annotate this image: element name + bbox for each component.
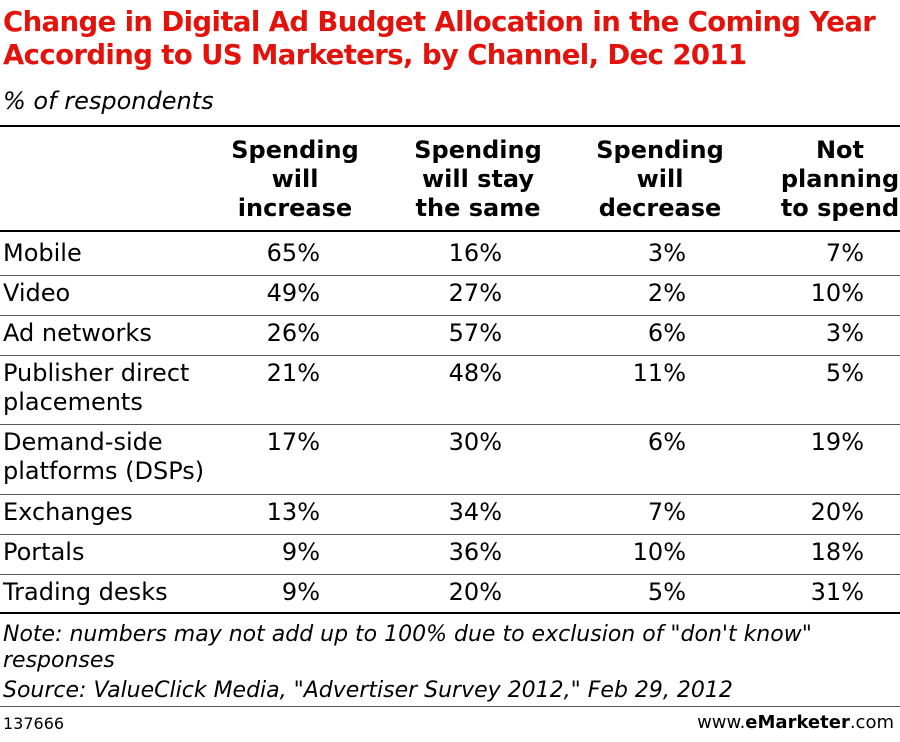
row-divider bbox=[0, 494, 900, 495]
table-cell: 36% bbox=[448, 538, 502, 566]
table-row: Portals 9% 36% 10% 18% bbox=[0, 538, 900, 578]
row-label: Demand-side platforms (DSPs) bbox=[3, 428, 205, 485]
table-note: Note: numbers may not add up to 100% due… bbox=[3, 622, 812, 673]
table-cell: 30% bbox=[448, 428, 502, 456]
table-row: Video 49% 27% 2% 10% bbox=[0, 279, 900, 319]
table-cell: 3% bbox=[825, 319, 864, 347]
row-label: Exchanges bbox=[3, 498, 133, 526]
row-divider bbox=[0, 424, 900, 425]
brand-name: eMarketer bbox=[745, 712, 850, 733]
row-label: Mobile bbox=[3, 239, 82, 267]
table-cell: 48% bbox=[448, 359, 502, 387]
header-bottom-rule bbox=[0, 230, 900, 232]
column-header-decrease: Spending will decrease bbox=[596, 136, 724, 222]
table-cell: 2% bbox=[647, 279, 686, 307]
table-cell: 34% bbox=[448, 498, 502, 526]
row-label: Ad networks bbox=[3, 319, 152, 347]
brand-link[interactable]: www.eMarketer.com bbox=[697, 712, 894, 733]
table-cell: 20% bbox=[810, 498, 864, 526]
table-cell: 31% bbox=[810, 578, 864, 606]
table-cell: 10% bbox=[632, 538, 686, 566]
chart-subtitle: % of respondents bbox=[3, 87, 214, 115]
table-cell: 11% bbox=[632, 359, 686, 387]
table-row: Exchanges 13% 34% 7% 20% bbox=[0, 498, 900, 538]
header-top-rule bbox=[0, 125, 900, 127]
table-cell: 57% bbox=[448, 319, 502, 347]
row-label: Video bbox=[3, 279, 71, 307]
table-cell: 7% bbox=[647, 498, 686, 526]
table-cell: 7% bbox=[825, 239, 864, 267]
row-label: Trading desks bbox=[3, 578, 168, 606]
footer-rule bbox=[0, 706, 900, 707]
table-cell: 65% bbox=[266, 239, 320, 267]
table-cell: 17% bbox=[266, 428, 320, 456]
table-cell: 6% bbox=[647, 428, 686, 456]
table-cell: 16% bbox=[448, 239, 502, 267]
column-header-not-planning: Not planning to spend bbox=[780, 136, 900, 222]
table-cell: 6% bbox=[647, 319, 686, 347]
table-row: Demand-side platforms (DSPs) 17% 30% 6% 19% bbox=[0, 428, 900, 498]
table-row: Ad networks 26% 57% 6% 3% bbox=[0, 319, 900, 359]
table-cell: 20% bbox=[448, 578, 502, 606]
table-cell: 49% bbox=[266, 279, 320, 307]
table-row: Trading desks 9% 20% 5% 31% bbox=[0, 578, 900, 612]
table-cell: 13% bbox=[266, 498, 320, 526]
table-cell: 19% bbox=[810, 428, 864, 456]
row-label: Publisher direct placements bbox=[3, 359, 190, 416]
column-header-same: Spending will stay the same bbox=[414, 136, 542, 222]
row-divider bbox=[0, 315, 900, 316]
table-cell: 5% bbox=[825, 359, 864, 387]
row-label: Portals bbox=[3, 538, 85, 566]
brand-prefix: www. bbox=[697, 712, 746, 733]
table-row: Publisher direct placements 21% 48% 11% 5% bbox=[0, 359, 900, 428]
table-cell: 9% bbox=[281, 578, 320, 606]
row-divider bbox=[0, 534, 900, 535]
row-divider bbox=[0, 574, 900, 575]
chart-id: 137666 bbox=[3, 714, 65, 733]
chart-title: Change in Digital Ad Budget Allocation i… bbox=[3, 6, 876, 71]
table-source: Source: ValueClick Media, "Advertiser Su… bbox=[3, 678, 733, 703]
row-divider bbox=[0, 355, 900, 356]
table-cell: 27% bbox=[448, 279, 502, 307]
table-cell: 26% bbox=[266, 319, 320, 347]
table-cell: 3% bbox=[647, 239, 686, 267]
table-cell: 21% bbox=[266, 359, 320, 387]
brand-suffix: .com bbox=[849, 712, 894, 733]
table-cell: 9% bbox=[281, 538, 320, 566]
column-header-increase: Spending will increase bbox=[231, 136, 359, 222]
row-divider bbox=[0, 275, 900, 276]
table-cell: 10% bbox=[810, 279, 864, 307]
table-cell: 18% bbox=[810, 538, 864, 566]
table-cell: 5% bbox=[647, 578, 686, 606]
table-bottom-rule bbox=[0, 612, 900, 614]
table-row: Mobile 65% 16% 3% 7% bbox=[0, 239, 900, 279]
